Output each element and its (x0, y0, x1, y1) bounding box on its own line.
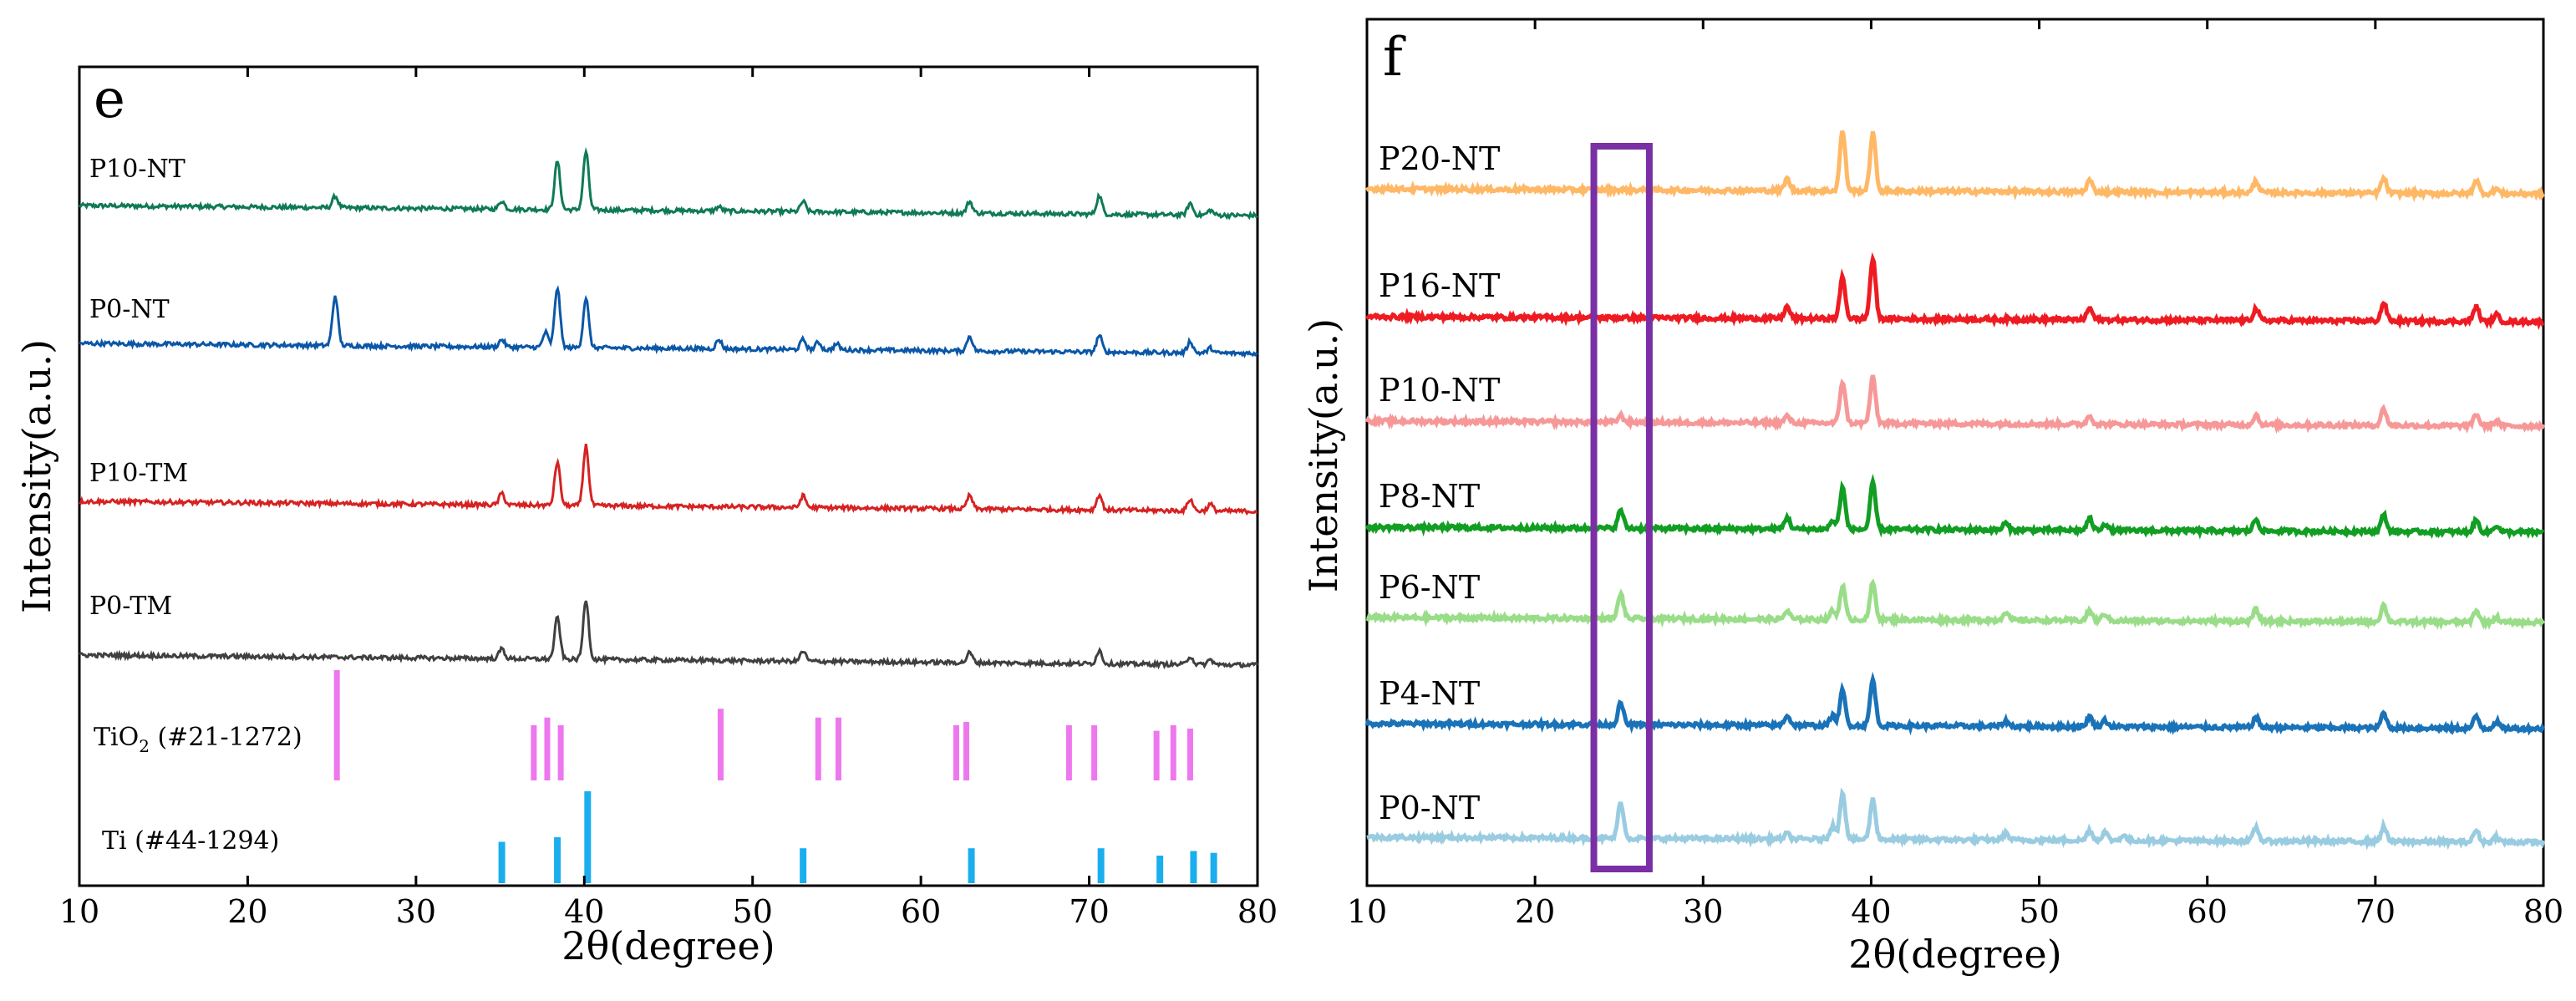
panel-e-plot-frame (78, 65, 1259, 887)
panel-e-tio2-ref-line (1091, 725, 1098, 780)
panel-e-x-tick-label-60: 60 (901, 893, 941, 930)
panel-f-series-p0-nt (1366, 787, 2546, 851)
panel-f-y-axis-title: Intensity(a.u.) (1301, 318, 1346, 592)
panel-f: f P20-NT P16-NT P10-NT P8-NT P6-NT P4-NT P0-NT… (1301, 18, 2563, 977)
panel-f-series-p10-nt (1364, 374, 2546, 434)
panel-f-x-tick-label-80: 80 (2523, 893, 2563, 930)
panel-e-x-tick-label-80: 80 (1237, 893, 1278, 930)
panel-e-ti-ref-line (800, 848, 807, 883)
panel-f-letter: f (1383, 27, 1406, 89)
panel-f-label-p20-nt: P20-NT (1379, 140, 1500, 177)
panel-e-x-axis-title: 2θ(degree) (561, 923, 775, 968)
panel-f-plot-frame (1365, 18, 2545, 887)
panel-f-label-p8-nt: P8-NT (1379, 478, 1480, 515)
panel-e: e P10-NT P0-NT P10-TM P0-TM TiO2 (#21-1272)… (14, 65, 1278, 968)
panel-f-x-tick-label-50: 50 (2019, 893, 2059, 930)
panel-f-anatase-highlight-box (1590, 143, 1653, 872)
panel-f-x-axis-title: 2θ(degree) (1848, 932, 2061, 977)
panel-e-label-p10-nt: P10-NT (89, 155, 185, 184)
panel-e-label-p0-tm: P0-TM (89, 592, 172, 621)
panel-f-series-p8-nt (1364, 473, 2545, 540)
panel-e-series-p0-tm (79, 600, 1259, 670)
panel-e-tio2-ref-line (1153, 730, 1160, 780)
panel-e-tio2-ref-line (835, 717, 841, 780)
panel-e-tio2-ref-line (953, 725, 959, 780)
panel-e-ti-ref-line (1210, 852, 1217, 883)
panel-e-tio2-ref-line (963, 722, 970, 780)
panel-e-ti-ref-line (554, 837, 561, 883)
panel-e-series-p10-nt (78, 146, 1258, 221)
panel-e-ti-ref-line (968, 848, 975, 883)
panel-e-x-tick-label-40: 40 (564, 893, 604, 930)
panel-f-x-tick-label-70: 70 (2355, 893, 2396, 930)
panel-e-x-tick-label-50: 50 (733, 893, 773, 930)
panel-e-tio2-ref-line (544, 717, 551, 780)
panel-e-ti-ref-line (1190, 851, 1197, 883)
panel-f-label-p4-nt: P4-NT (1379, 675, 1480, 712)
panel-f-x-tick-label-60: 60 (2187, 893, 2228, 930)
panel-e-tio2-ref-line (717, 709, 724, 780)
panel-e-tio2-ref-line (333, 670, 340, 780)
panel-f-x-tick-label-20: 20 (1515, 893, 1555, 930)
panel-e-reference-group: TiO2 (#21-1272) Ti (#44-1294) (94, 670, 1217, 883)
panel-e-x-tick-label-30: 30 (396, 893, 436, 930)
panel-f-series-p6-nt (1365, 578, 2546, 631)
panel-e-tio2-ref-line (1065, 725, 1072, 780)
panel-e-series-p10-tm (79, 443, 1258, 516)
panel-f-series-p4-nt (1364, 671, 2546, 736)
panel-e-tio2-ref-line (557, 725, 564, 780)
panel-f-x-tick-label-10: 10 (1347, 893, 1387, 930)
panel-f-label-p0-nt: P0-NT (1379, 790, 1480, 826)
panel-e-letter: e (94, 69, 125, 130)
panel-e-ti-ref-line (584, 791, 592, 883)
panel-e-y-axis-title: Intensity(a.u.) (14, 339, 59, 613)
panel-f-label-p6-nt: P6-NT (1379, 569, 1480, 606)
panel-f-label-p16-nt: P16-NT (1379, 267, 1500, 304)
panel-e-ti-ref-line (1156, 856, 1164, 883)
panel-e-tio2-ref-line (531, 725, 537, 780)
panel-f-series-group: P20-NT P16-NT P10-NT P8-NT P6-NT P4-NT P0-NT (1364, 130, 2546, 851)
panel-e-label-p0-nt: P0-NT (89, 295, 170, 324)
panel-e-x-tick-label-10: 10 (59, 893, 99, 930)
panel-e-tio2-ref-line (815, 717, 821, 780)
panel-e-x-ticks: 10 20 30 40 50 60 70 80 (59, 67, 1278, 930)
panel-f-x-ticks: 10 20 30 40 50 60 70 80 (1347, 19, 2563, 930)
panel-f-x-tick-label-40: 40 (1851, 893, 1891, 930)
panel-e-label-tio2-reference: TiO2 (#21-1272) (94, 723, 302, 756)
panel-e-x-tick-label-20: 20 (227, 893, 267, 930)
panel-e-series-p0-nt (79, 285, 1259, 358)
panel-e-tio2-ref-line (1186, 728, 1193, 780)
panel-f-series-p20-nt (1364, 130, 2546, 203)
panel-e-label-p10-tm: P10-TM (89, 459, 188, 488)
panel-e-x-tick-label-70: 70 (1069, 893, 1109, 930)
panel-e-tio2-ref-line (1170, 725, 1176, 780)
panel-f-label-p10-nt: P10-NT (1379, 372, 1500, 409)
panel-e-ti-ref-line (1097, 848, 1105, 883)
panel-e-series-group: P10-NT P0-NT P10-TM P0-TM (78, 146, 1259, 670)
panel-f-series-p16-nt (1365, 252, 2545, 331)
panel-e-ti-ref-line (498, 841, 506, 883)
panel-f-x-tick-label-30: 30 (1683, 893, 1723, 930)
panel-e-label-ti-reference: Ti (#44-1294) (102, 826, 279, 856)
